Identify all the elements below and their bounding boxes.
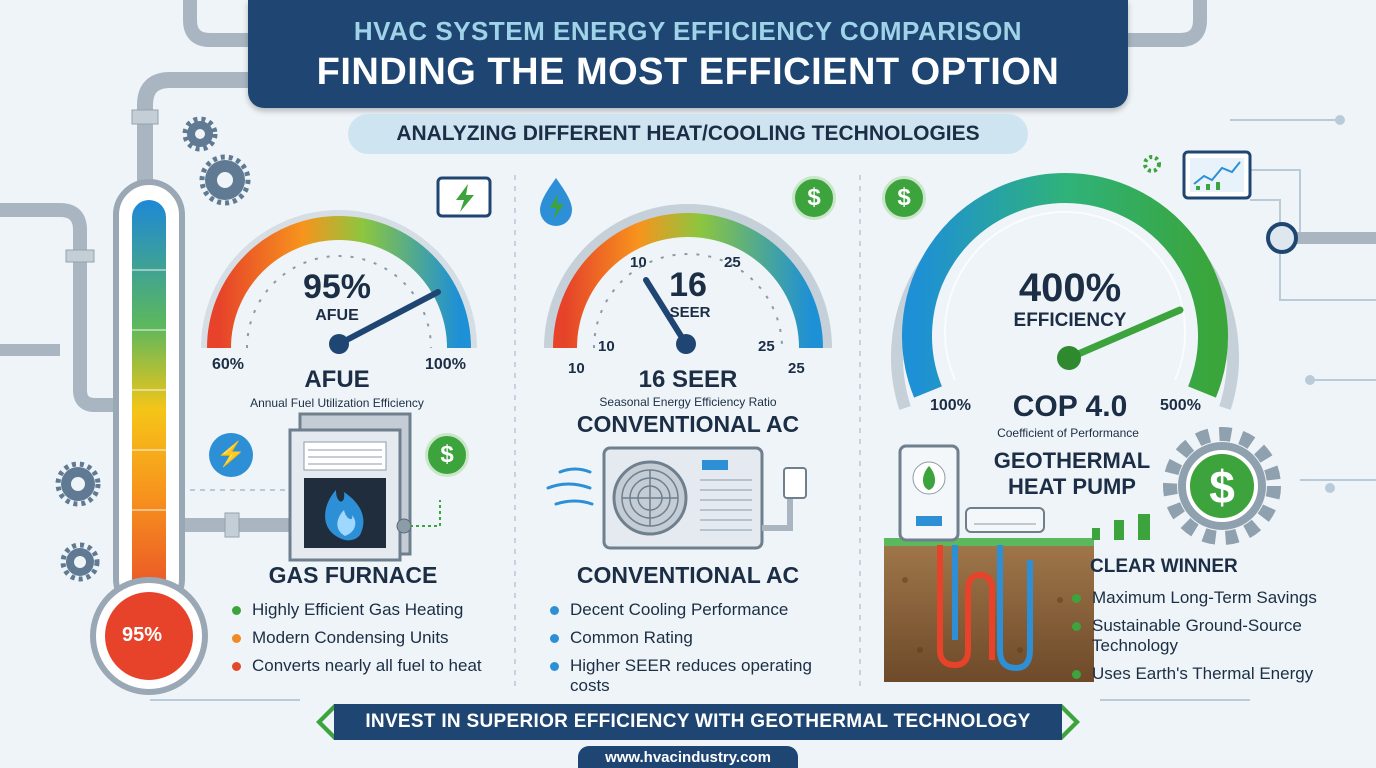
afue-metric-desc: Annual Fuel Utilization Efficiency [250,396,424,410]
efficiency-gauge-min: 100% [930,397,971,414]
efficiency-gauge-max: 500% [1160,397,1201,414]
efficiency-gauge-value: 400% [1018,266,1122,310]
bullet-dot [232,662,241,671]
list-item: Modern Condensing Units [232,628,482,648]
bullet-dot [1072,594,1081,603]
list-item: Higher SEER reduces operating costs [550,656,850,696]
seer-metric-desc: Seasonal Energy Efficiency Ratio [599,395,777,409]
bullet-dot [1072,622,1081,631]
afue-metric: AFUE [304,366,370,393]
seer-gauge [544,204,832,354]
thermometer-label: 95% [122,624,163,646]
bullet-dot [550,634,559,643]
dollar-icon: $ [425,433,469,477]
seer-gauge-max: 25 [788,360,805,377]
bullet-dot [550,606,559,615]
monitor-icon [1182,150,1252,200]
list-item: Sustainable Ground-Source Technology [1072,616,1352,656]
seer-inner-max-low: 25 [758,338,775,355]
ac-bullets: Decent Cooling Performance Common Rating… [550,600,850,704]
geo-title-line2: HEAT PUMP [1008,474,1136,499]
furnace-bullets: Highly Efficient Gas Heating Modern Cond… [232,600,482,684]
seer-inner-max: 25 [724,254,741,271]
title-kicker: HVAC SYSTEM ENERGY EFFICIENCY COMPARISON [353,16,1023,46]
geo-bullets: Maximum Long-Term Savings Sustainable Gr… [1072,588,1352,692]
pipes [0,0,1376,538]
bullet-dot [232,606,241,615]
bullet-dot [232,634,241,643]
geo-title-line1: GEOTHERMAL [993,448,1151,473]
seer-gauge-unit: SEER [669,304,711,321]
gear-dollar-icon [1163,427,1281,545]
dollar-icon: $ [882,176,926,220]
afue-gauge-min: 60% [212,356,245,373]
bullet-dot [1072,670,1081,679]
water-energy-icon [540,178,572,226]
footer-banner: INVEST IN SUPERIOR EFFICIENCY WITH GEOTH… [316,704,1080,740]
dollar-icon: $ [792,176,836,220]
cop-metric: COP 4.0 [1012,390,1128,423]
lightning-icon: ⚡ [209,433,253,477]
list-item: Common Rating [550,628,850,648]
winner-label: CLEAR WINNER [1090,556,1238,577]
list-item: Maximum Long-Term Savings [1072,588,1352,608]
footer-banner-text: INVEST IN SUPERIOR EFFICIENCY WITH GEOTH… [334,704,1062,740]
ac-unit-illustration [546,446,807,550]
gear-icons [61,121,245,576]
list-item: Highly Efficient Gas Heating [232,600,482,620]
thermometer [90,179,208,695]
seer-inner-min-low: 10 [598,338,615,355]
banner-arrows [316,704,1080,740]
page-title: FINDING THE MOST EFFICIENT OPTION [316,51,1060,93]
geothermal-illustration [884,444,1094,682]
list-item: Converts nearly all fuel to heat [232,656,482,676]
gas-furnace-illustration [288,412,441,562]
afue-gauge-value: 95% [302,268,372,306]
seer-gauge-min: 10 [568,360,585,377]
ac-subtitle: CONVENTIONAL AC [576,411,800,437]
seer-inner-min: 10 [630,254,647,271]
battery-icon [436,176,492,218]
afue-gauge [201,210,477,354]
bullet-dot [550,662,559,671]
furnace-title: GAS FURNACE [268,562,438,588]
list-item: Uses Earth's Thermal Energy [1072,664,1352,684]
gear-dollar-label: $ [1209,461,1235,513]
ac-title: CONVENTIONAL AC [576,562,800,588]
small-gear-icon [1143,155,1161,173]
list-item: Decent Cooling Performance [550,600,850,620]
afue-gauge-unit: AFUE [315,307,359,324]
subtitle: ANALYZING DIFFERENT HEAT/COOLING TECHNOL… [348,114,1028,154]
bars-icon [1092,514,1150,540]
website-link[interactable]: www.hvacindustry.com [578,746,798,768]
efficiency-gauge [891,173,1239,410]
seer-metric: 16 SEER [638,366,738,393]
efficiency-gauge-unit: EFFICIENCY [1013,310,1127,331]
seer-gauge-value: 16 [669,266,707,304]
cop-metric-desc: Coefficient of Performance [997,426,1139,440]
title-banner: HVAC SYSTEM ENERGY EFFICIENCY COMPARISON… [248,0,1128,108]
afue-gauge-max: 100% [425,356,466,373]
